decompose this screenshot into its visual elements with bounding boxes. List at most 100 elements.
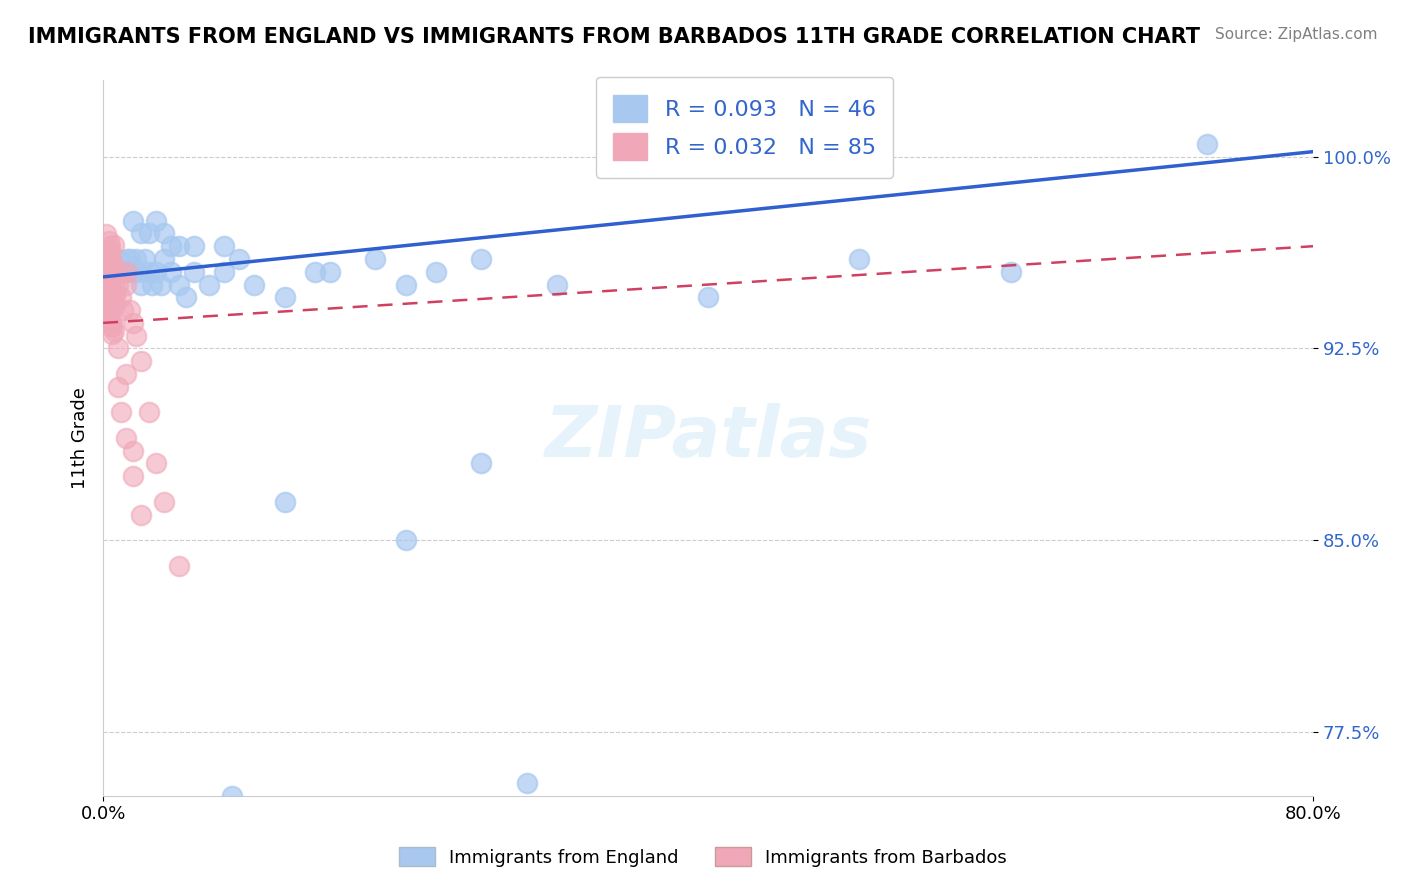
Point: [107, 342, 129, 356]
Point: [101, 316, 124, 330]
Point: [97, 243, 120, 257]
Point: [107, 380, 129, 394]
Point: [183, 265, 205, 279]
Point: [101, 268, 124, 283]
Point: [395, 277, 418, 292]
Point: [127, 265, 149, 279]
Point: [110, 405, 132, 419]
Point: [129, 354, 152, 368]
Point: [546, 277, 568, 292]
Point: [97, 243, 120, 257]
Point: [104, 297, 127, 311]
Point: [160, 239, 183, 253]
Point: [129, 277, 152, 292]
Point: [98, 272, 121, 286]
Point: [167, 277, 190, 292]
Point: [134, 252, 156, 266]
Point: [103, 268, 125, 282]
Point: [107, 277, 129, 292]
Point: [110, 290, 132, 304]
Point: [98, 309, 121, 323]
Point: [273, 495, 295, 509]
Point: [122, 265, 145, 279]
Point: [167, 239, 190, 253]
Point: [100, 257, 122, 271]
Point: [364, 252, 387, 266]
Point: [97, 271, 120, 285]
Point: [138, 405, 160, 419]
Point: [110, 265, 132, 279]
Point: [97, 260, 120, 275]
Point: [1000, 265, 1022, 279]
Point: [98, 297, 121, 311]
Point: [122, 316, 145, 330]
Point: [101, 293, 124, 308]
Point: [122, 469, 145, 483]
Point: [98, 313, 121, 327]
Point: [107, 252, 129, 266]
Point: [97, 244, 120, 259]
Point: [103, 238, 125, 252]
Point: [221, 789, 243, 803]
Point: [94, 260, 117, 274]
Point: [97, 293, 120, 307]
Point: [100, 318, 122, 333]
Point: [212, 239, 235, 253]
Point: [120, 303, 142, 318]
Point: [152, 495, 174, 509]
Point: [114, 265, 136, 279]
Legend: Immigrants from England, Immigrants from Barbados: Immigrants from England, Immigrants from…: [391, 840, 1015, 874]
Point: [98, 258, 121, 272]
Text: Source: ZipAtlas.com: Source: ZipAtlas.com: [1215, 27, 1378, 42]
Point: [319, 265, 342, 279]
Point: [145, 213, 167, 227]
Point: [176, 290, 198, 304]
Text: ZIPatlas: ZIPatlas: [544, 403, 872, 473]
Point: [198, 277, 221, 292]
Point: [101, 320, 124, 334]
Point: [149, 277, 172, 292]
Point: [160, 265, 183, 279]
Point: [108, 265, 131, 279]
Point: [470, 252, 492, 266]
Point: [97, 268, 120, 282]
Point: [152, 252, 174, 266]
Point: [101, 326, 124, 341]
Point: [243, 277, 266, 292]
Point: [304, 265, 326, 279]
Point: [98, 270, 121, 285]
Point: [395, 533, 418, 548]
Point: [97, 313, 120, 327]
Point: [167, 558, 190, 573]
Point: [96, 267, 118, 281]
Point: [96, 258, 118, 272]
Point: [212, 265, 235, 279]
Point: [100, 252, 122, 266]
Point: [697, 290, 720, 304]
Point: [125, 252, 148, 266]
Point: [125, 328, 148, 343]
Point: [98, 288, 121, 302]
Legend: R = 0.093   N = 46, R = 0.032   N = 85: R = 0.093 N = 46, R = 0.032 N = 85: [596, 77, 893, 178]
Point: [183, 239, 205, 253]
Point: [120, 252, 142, 266]
Point: [848, 252, 870, 266]
Point: [100, 254, 122, 268]
Point: [114, 277, 136, 292]
Point: [141, 277, 163, 292]
Point: [98, 289, 121, 303]
Point: [114, 367, 136, 381]
Point: [98, 265, 121, 279]
Point: [98, 239, 121, 253]
Y-axis label: 11th Grade: 11th Grade: [72, 387, 89, 489]
Point: [94, 227, 117, 241]
Point: [103, 277, 125, 292]
Point: [104, 288, 127, 302]
Point: [138, 227, 160, 241]
Point: [100, 273, 122, 287]
Point: [145, 457, 167, 471]
Point: [96, 312, 118, 326]
Point: [138, 265, 160, 279]
Point: [100, 293, 122, 308]
Point: [425, 265, 447, 279]
